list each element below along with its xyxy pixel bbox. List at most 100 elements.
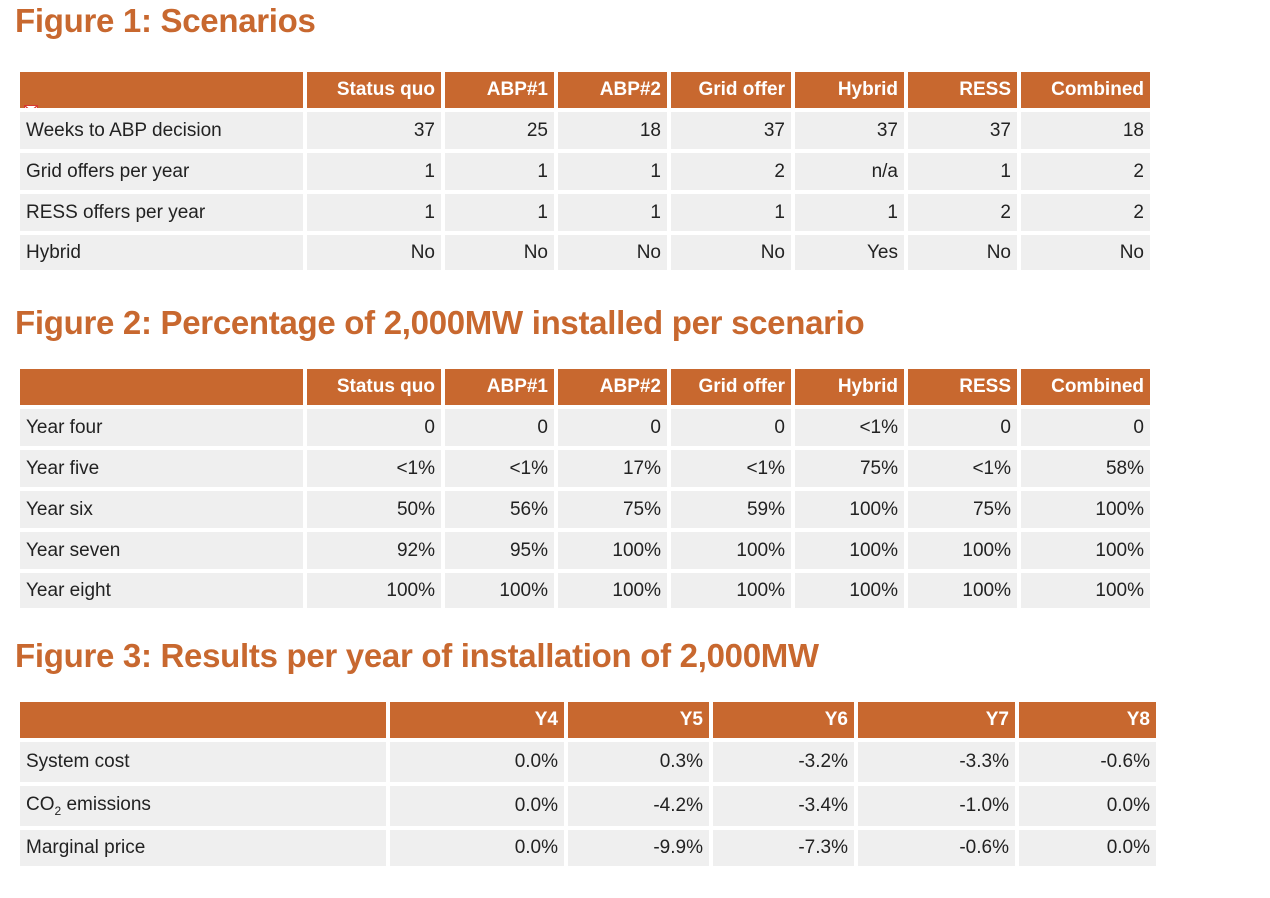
- table-cell: -7.3%: [713, 830, 854, 866]
- table-cell: 17%: [558, 450, 667, 487]
- column-header: Combined: [1021, 369, 1150, 405]
- table-cell: 37: [908, 112, 1017, 149]
- table-row: Year six 50% 56% 75% 59% 100% 75% 100%: [20, 491, 1150, 528]
- table-cell: 0.3%: [568, 742, 709, 782]
- table-cell: -3.2%: [713, 742, 854, 782]
- column-header: ABP#1: [445, 369, 554, 405]
- scenarios-table: Status quo ABP#1 ABP#2 Grid offer Hybrid…: [16, 68, 1154, 274]
- table-cell: 100%: [1021, 491, 1150, 528]
- table-cell: 92%: [307, 532, 441, 569]
- table-cell: 100%: [558, 573, 667, 608]
- table-cell: 0.0%: [1019, 830, 1156, 866]
- table-cell: 1: [908, 153, 1017, 190]
- row-label: Year five: [20, 450, 303, 487]
- table-cell: 100%: [908, 573, 1017, 608]
- table-header-row: Status quo ABP#1 ABP#2 Grid offer Hybrid…: [20, 369, 1150, 405]
- table-cell: -9.9%: [568, 830, 709, 866]
- row-label: RESS offers per year: [20, 194, 303, 231]
- table-cell: 0.0%: [390, 830, 564, 866]
- table-cell: 100%: [558, 532, 667, 569]
- table-cell: 1: [558, 194, 667, 231]
- column-header: Grid offer: [671, 72, 791, 108]
- column-header: Y4: [390, 702, 564, 738]
- table-cell: <1%: [908, 450, 1017, 487]
- column-header: ABP#2: [558, 72, 667, 108]
- collapse-marker-icon: [24, 98, 38, 108]
- table-cell: 25: [445, 112, 554, 149]
- table-cell: 0: [1021, 409, 1150, 446]
- figure-1-title: Figure 1: Scenarios: [15, 2, 316, 39]
- table-cell: 100%: [795, 532, 904, 569]
- table-row: CO2 emissions 0.0% -4.2% -3.4% -1.0% 0.0…: [20, 786, 1156, 826]
- table-row: Year five <1% <1% 17% <1% 75% <1% 58%: [20, 450, 1150, 487]
- table-cell: 75%: [795, 450, 904, 487]
- table-cell: 1: [445, 194, 554, 231]
- table-cell: No: [445, 235, 554, 270]
- row-label: Year eight: [20, 573, 303, 608]
- table-cell: 0.0%: [390, 786, 564, 826]
- table-cell: -3.3%: [858, 742, 1015, 782]
- table-cell: 1: [445, 153, 554, 190]
- table-cell: 100%: [671, 532, 791, 569]
- header-corner-cell: [20, 369, 303, 405]
- table-cell: 100%: [1021, 532, 1150, 569]
- row-label: Marginal price: [20, 830, 386, 866]
- table-row: Weeks to ABP decision 37 25 18 37 37 37 …: [20, 112, 1150, 149]
- table-cell: 2: [1021, 153, 1150, 190]
- header-corner-cell: [20, 702, 386, 738]
- table-cell: 1: [795, 194, 904, 231]
- table-cell: 100%: [307, 573, 441, 608]
- table-cell: 0: [558, 409, 667, 446]
- column-header: Y6: [713, 702, 854, 738]
- table-row: System cost 0.0% 0.3% -3.2% -3.3% -0.6%: [20, 742, 1156, 782]
- table-cell: 75%: [558, 491, 667, 528]
- row-label-subscript: 2: [54, 803, 62, 818]
- table-cell: -3.4%: [713, 786, 854, 826]
- table-cell: <1%: [445, 450, 554, 487]
- table-cell: 56%: [445, 491, 554, 528]
- column-header: ABP#1: [445, 72, 554, 108]
- row-label-tail: emissions: [61, 794, 151, 816]
- table-cell: 1: [307, 153, 441, 190]
- table-row: Hybrid No No No No Yes No No: [20, 235, 1150, 270]
- table-cell: 0.0%: [390, 742, 564, 782]
- row-label: Grid offers per year: [20, 153, 303, 190]
- row-label: Hybrid: [20, 235, 303, 270]
- row-label-main: CO: [26, 794, 55, 816]
- table-cell: 0: [671, 409, 791, 446]
- table-cell: 2: [671, 153, 791, 190]
- table-cell: Yes: [795, 235, 904, 270]
- table-cell: -0.6%: [1019, 742, 1156, 782]
- table-header-row: Status quo ABP#1 ABP#2 Grid offer Hybrid…: [20, 72, 1150, 108]
- table-cell: 50%: [307, 491, 441, 528]
- column-header: Hybrid: [795, 72, 904, 108]
- table-cell: <1%: [307, 450, 441, 487]
- results-per-year-table: Y4 Y5 Y6 Y7 Y8 System cost 0.0% 0.3% -3.…: [16, 698, 1160, 870]
- table-cell: 0: [445, 409, 554, 446]
- table-row: Marginal price 0.0% -9.9% -7.3% -0.6% 0.…: [20, 830, 1156, 866]
- table-cell: 100%: [445, 573, 554, 608]
- table-cell: No: [558, 235, 667, 270]
- table-cell: 1: [558, 153, 667, 190]
- table-cell: 2: [908, 194, 1017, 231]
- row-label: System cost: [20, 742, 386, 782]
- table-cell: 100%: [795, 573, 904, 608]
- table-cell: -0.6%: [858, 830, 1015, 866]
- column-header: Status quo: [307, 369, 441, 405]
- table-row: Grid offers per year 1 1 1 2 n/a 1 2: [20, 153, 1150, 190]
- row-label: Weeks to ABP decision: [20, 112, 303, 149]
- table-cell: n/a: [795, 153, 904, 190]
- table-cell: 0: [908, 409, 1017, 446]
- table-cell: No: [671, 235, 791, 270]
- column-header: Y5: [568, 702, 709, 738]
- figure-2-title: Figure 2: Percentage of 2,000MW installe…: [15, 304, 865, 341]
- column-header: Y8: [1019, 702, 1156, 738]
- table-cell: -4.2%: [568, 786, 709, 826]
- table-cell: No: [1021, 235, 1150, 270]
- table-cell: 37: [671, 112, 791, 149]
- header-corner-cell: [20, 72, 303, 108]
- table-cell: 58%: [1021, 450, 1150, 487]
- table-cell: No: [908, 235, 1017, 270]
- table-cell: 95%: [445, 532, 554, 569]
- table-header-row: Y4 Y5 Y6 Y7 Y8: [20, 702, 1156, 738]
